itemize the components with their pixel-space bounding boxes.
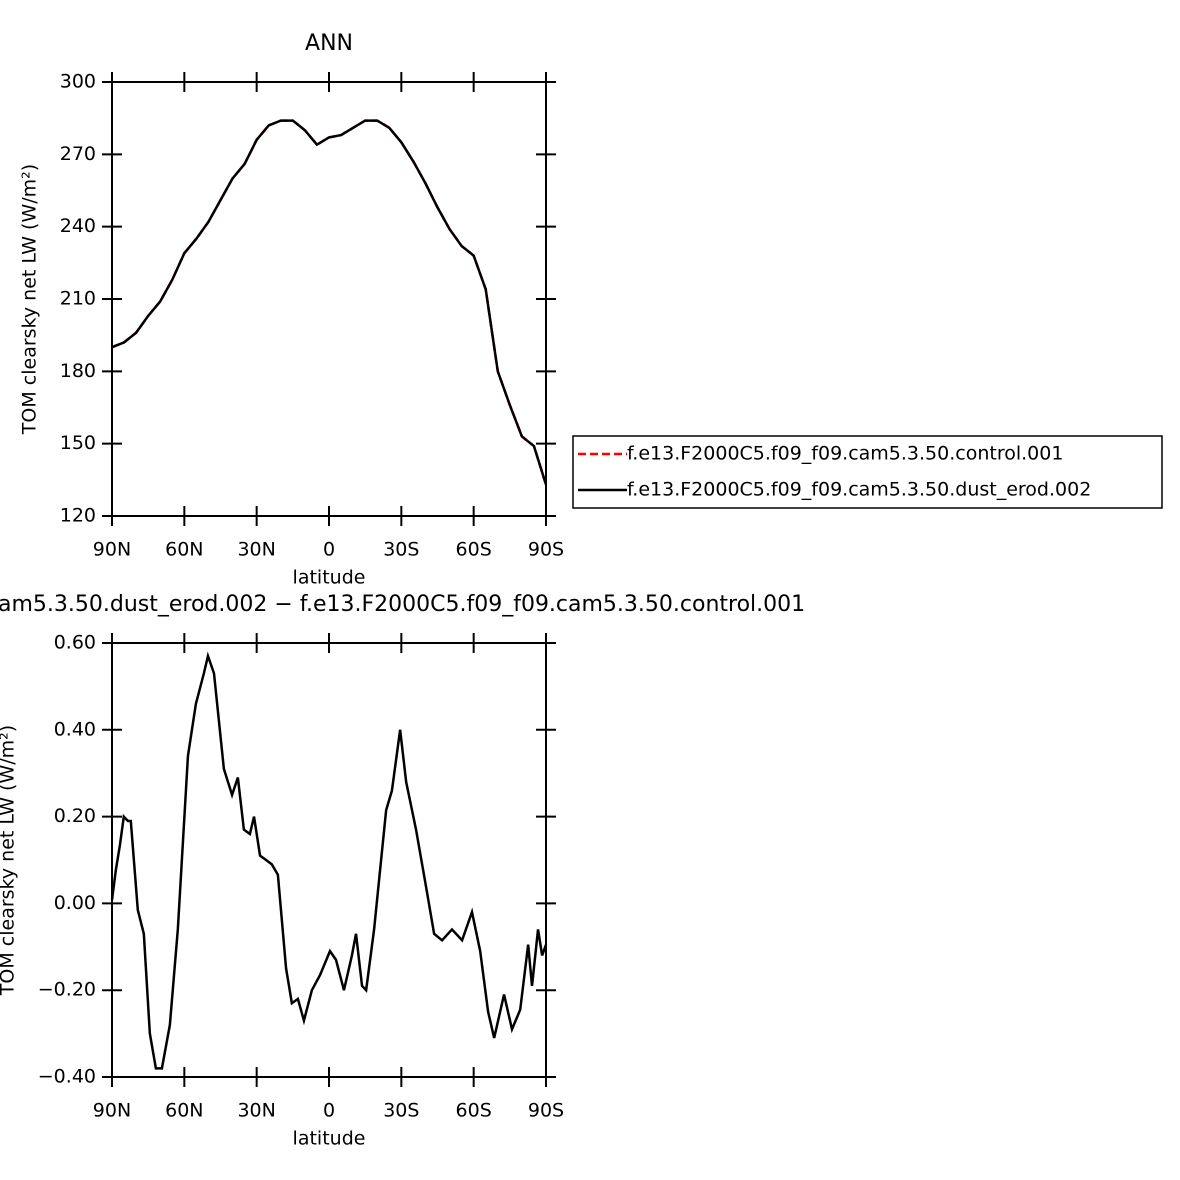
y-tick-label: 0.60 bbox=[54, 632, 96, 654]
y-tick-label: 0.20 bbox=[54, 805, 96, 827]
y-tick-label: −0.20 bbox=[38, 979, 96, 1001]
x-tick-label: 60N bbox=[165, 1100, 203, 1122]
x-tick-label: 90N bbox=[93, 1100, 131, 1122]
plot-frame bbox=[111, 642, 547, 1078]
data-line bbox=[111, 119, 548, 486]
x-tick-label: 60N bbox=[165, 539, 203, 561]
chart-title: ANN bbox=[305, 31, 353, 56]
y-tick-label: 120 bbox=[60, 505, 96, 527]
x-axis-label: latitude bbox=[293, 1128, 366, 1150]
y-tick-label: 210 bbox=[60, 288, 96, 310]
y-tick-label: 0.00 bbox=[54, 892, 96, 914]
x-axis-label: latitude bbox=[293, 567, 366, 589]
y-tick-label: 150 bbox=[60, 432, 96, 454]
y-axis-label: TOM clearsky net LW (W/m²) bbox=[0, 725, 19, 996]
legend-label: f.e13.F2000C5.f09_f09.cam5.3.50.control.… bbox=[627, 443, 1063, 465]
data-line bbox=[110, 651, 548, 1070]
x-tick-label: 90S bbox=[528, 1100, 564, 1122]
x-tick-label: 60S bbox=[456, 1100, 492, 1122]
x-tick-label: 30N bbox=[237, 1100, 275, 1122]
y-tick-label: 300 bbox=[60, 71, 96, 93]
y-axis-label: TOM clearsky net LW (W/m²) bbox=[19, 164, 41, 435]
legend-label: f.e13.F2000C5.f09_f09.cam5.3.50.dust_ero… bbox=[627, 479, 1091, 501]
legend-box bbox=[572, 435, 1163, 509]
chart-title: am5.3.50.dust_erod.002 − f.e13.F2000C5.f… bbox=[0, 592, 805, 617]
x-tick-label: 0 bbox=[323, 539, 335, 561]
y-tick-label: 180 bbox=[60, 360, 96, 382]
x-tick-label: 30S bbox=[383, 1100, 419, 1122]
y-tick-label: 270 bbox=[60, 143, 96, 165]
x-tick-label: 90N bbox=[93, 539, 131, 561]
plot-frame bbox=[111, 81, 547, 517]
y-tick-label: 0.40 bbox=[54, 718, 96, 740]
x-tick-label: 30S bbox=[383, 539, 419, 561]
y-tick-label: −0.40 bbox=[38, 1066, 96, 1088]
y-tick-label: 240 bbox=[60, 215, 96, 237]
data-line bbox=[111, 119, 548, 486]
x-tick-label: 90S bbox=[528, 539, 564, 561]
x-tick-label: 60S bbox=[456, 539, 492, 561]
x-tick-label: 0 bbox=[323, 1100, 335, 1122]
x-tick-label: 30N bbox=[237, 539, 275, 561]
